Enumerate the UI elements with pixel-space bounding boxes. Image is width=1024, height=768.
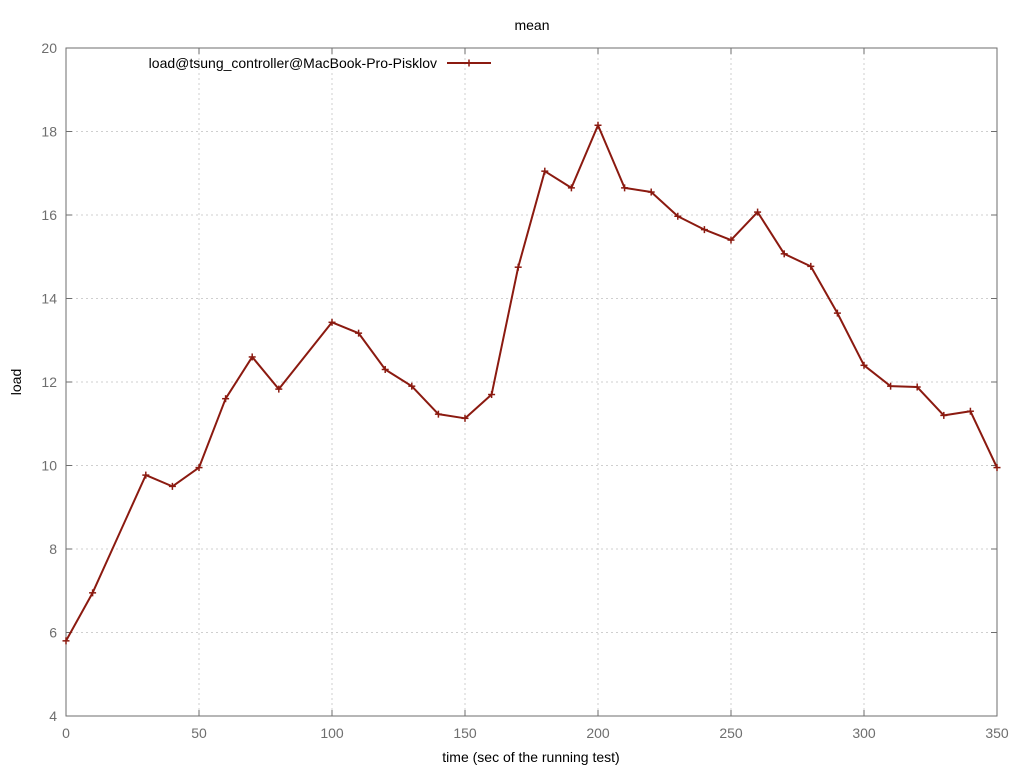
data-point-marker [567,184,575,192]
x-tick-label: 350 [985,725,1009,741]
data-point-marker [62,637,70,645]
data-point-marker [674,212,682,220]
data-point-marker [248,353,256,361]
data-point-marker [993,464,1001,472]
data-point-marker [222,395,230,403]
legend-series-marker [465,59,473,67]
data-point-marker [833,309,841,317]
data-point-marker [541,167,549,175]
x-tick-label: 250 [719,725,743,741]
y-tick-label: 12 [41,374,57,390]
x-tick-label: 50 [191,725,207,741]
data-point-marker [275,385,283,393]
y-tick-labels: 4 6 8 10 12 14 16 18 20 [41,40,57,724]
data-point-marker [355,329,363,337]
x-tick-label: 300 [852,725,876,741]
data-point-marker [381,365,389,373]
y-tick-label: 18 [41,124,57,140]
data-point-marker [168,482,176,490]
data-point-marker [89,589,97,597]
data-point-marker [913,383,921,391]
data-point-marker [461,414,469,422]
y-axis-label: load [8,369,24,395]
axis-ticks [65,47,998,717]
data-point-marker [594,121,602,129]
x-tick-label: 0 [62,725,70,741]
data-point-marker [887,382,895,390]
legend-series-label: load@tsung_controller@MacBook-Pro-Pisklo… [149,55,437,71]
data-point-marker [700,226,708,234]
x-tick-label: 100 [320,725,344,741]
y-tick-label: 10 [41,458,57,474]
chart-title: mean [514,17,549,33]
data-point-marker [647,188,655,196]
data-point-marker [328,318,336,326]
series-layer [62,121,1001,645]
y-tick-label: 20 [41,40,57,56]
series-line [65,124,998,642]
data-point-marker [434,410,442,418]
y-tick-label: 6 [49,625,57,641]
data-point-marker [940,411,948,419]
data-point-marker [754,208,762,216]
data-point-marker [195,464,203,472]
data-point-marker [514,263,522,271]
data-point-marker [807,262,815,270]
data-point-marker [966,407,974,415]
x-tick-label: 200 [586,725,610,741]
y-tick-label: 8 [49,541,57,557]
x-tick-label: 150 [453,725,477,741]
y-tick-label: 14 [41,291,57,307]
x-tick-labels: 0 50 100 150 200 250 300 350 [62,725,1009,741]
legend: load@tsung_controller@MacBook-Pro-Pisklo… [149,55,491,71]
x-axis-label: time (sec of the running test) [442,749,619,765]
data-point-marker [488,391,496,399]
data-point-marker [860,361,868,369]
chart-grid [66,48,997,716]
data-point-marker [408,382,416,390]
data-point-marker [727,236,735,244]
y-tick-label: 4 [49,708,57,724]
data-point-marker [621,184,629,192]
y-tick-label: 16 [41,207,57,223]
data-point-marker [142,471,150,479]
data-point-marker [780,250,788,258]
